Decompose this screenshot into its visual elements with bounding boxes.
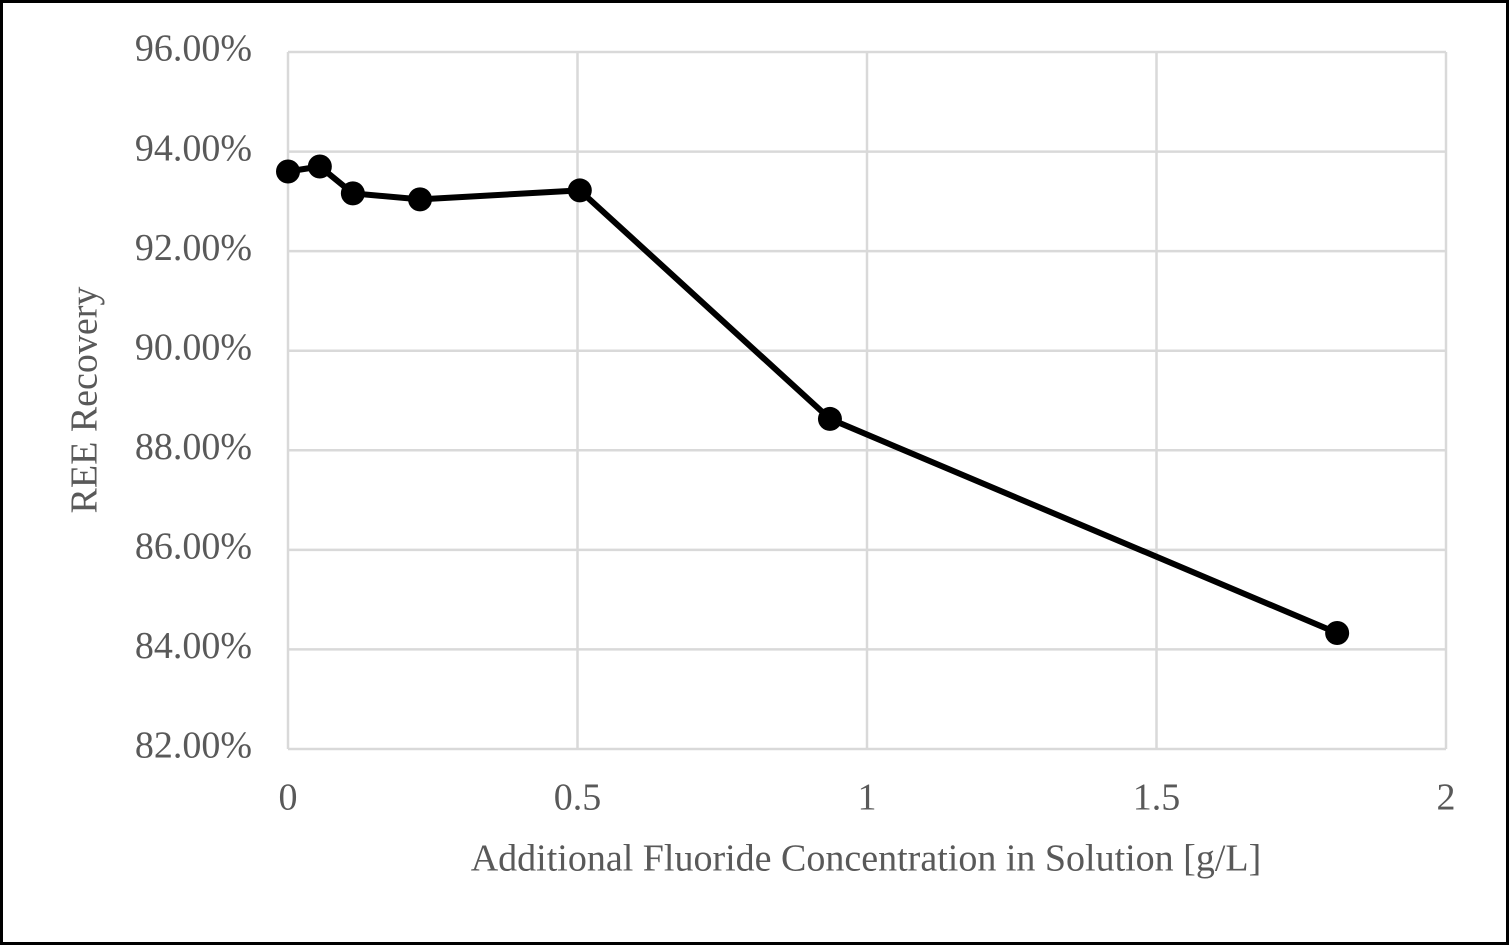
data-point xyxy=(276,159,300,184)
y-tick-label: 88.00% xyxy=(135,426,252,468)
data-point xyxy=(408,187,433,212)
x-tick-label: 1 xyxy=(858,777,877,819)
y-tick-label: 96.00% xyxy=(135,28,252,70)
x-tick-label: 0.5 xyxy=(554,777,602,819)
x-axis-label: Additional Fluoride Concentration in Sol… xyxy=(471,838,1262,880)
data-point xyxy=(567,178,592,203)
y-tick-label: 86.00% xyxy=(135,526,252,568)
x-tick-label: 0 xyxy=(279,777,298,819)
data-point xyxy=(817,406,842,431)
y-tick-label: 82.00% xyxy=(135,725,252,767)
data-point xyxy=(340,181,365,206)
y-tick-label: 84.00% xyxy=(135,625,252,667)
x-tick-label: 1.5 xyxy=(1133,777,1181,819)
y-tick-label: 92.00% xyxy=(135,227,252,269)
y-axis-label: REE Recovery xyxy=(64,287,106,514)
x-tick-label: 2 xyxy=(1437,777,1456,819)
data-point xyxy=(1325,620,1350,645)
y-tick-label: 90.00% xyxy=(135,326,252,368)
y-tick-label: 94.00% xyxy=(135,127,252,169)
data-point xyxy=(307,154,332,179)
